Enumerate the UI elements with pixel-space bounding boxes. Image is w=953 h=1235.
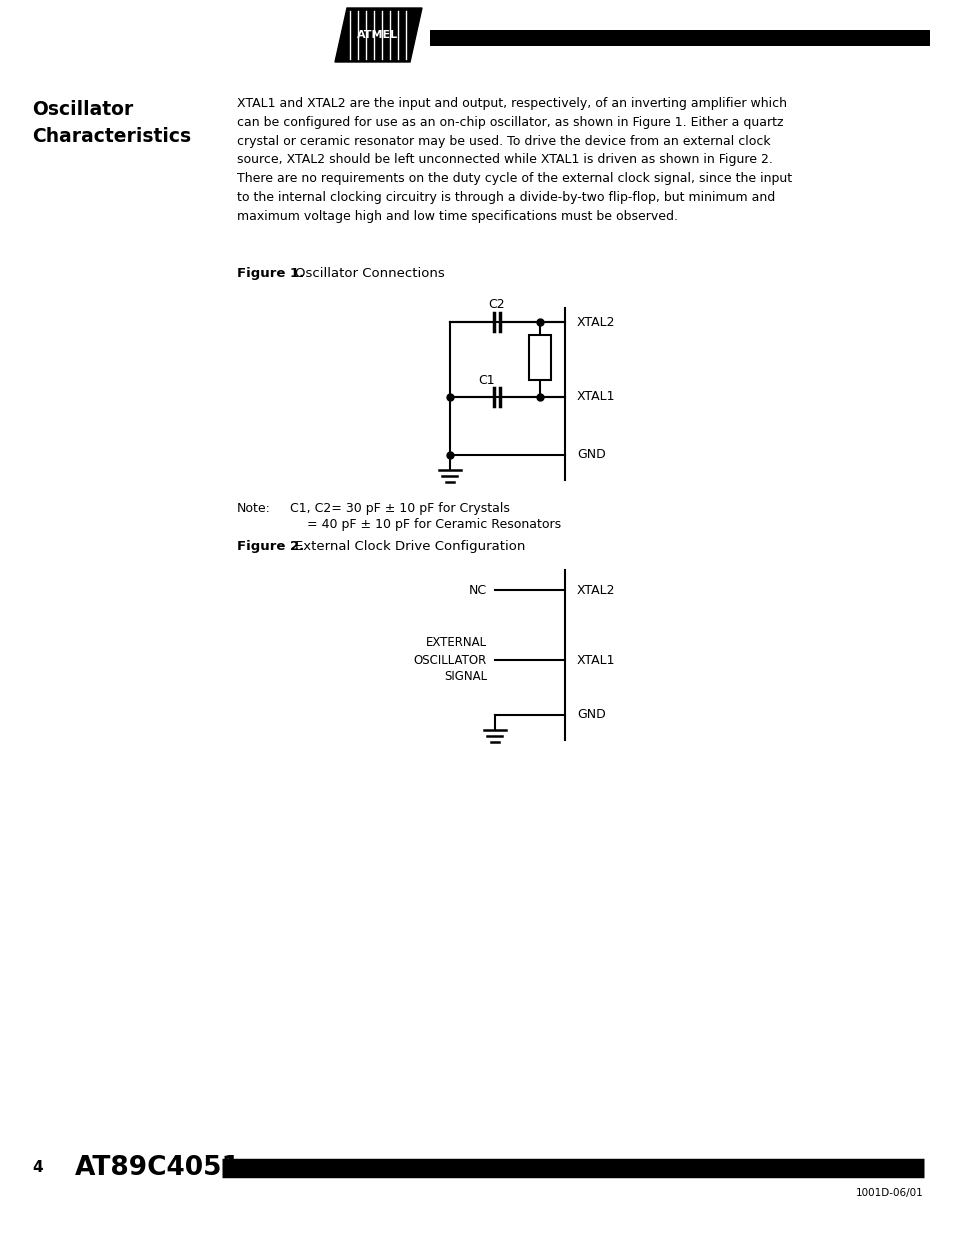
- Text: AT89C4051: AT89C4051: [75, 1155, 241, 1181]
- Text: XTAL2: XTAL2: [577, 315, 615, 329]
- Text: C1, C2= 30 pF ± 10 pF for Crystals: C1, C2= 30 pF ± 10 pF for Crystals: [290, 501, 509, 515]
- Text: Figure 2.: Figure 2.: [236, 540, 304, 553]
- Text: GND: GND: [577, 709, 605, 721]
- Text: 4: 4: [32, 1161, 43, 1176]
- Text: Oscillator Connections: Oscillator Connections: [294, 267, 444, 280]
- Text: XTAL2: XTAL2: [577, 583, 615, 597]
- Text: C2: C2: [488, 299, 505, 311]
- Text: Figure 1.: Figure 1.: [236, 267, 304, 280]
- Text: = 40 pF ± 10 pF for Ceramic Resonators: = 40 pF ± 10 pF for Ceramic Resonators: [307, 517, 560, 531]
- Text: Oscillator
Characteristics: Oscillator Characteristics: [32, 100, 191, 146]
- Text: XTAL1: XTAL1: [577, 653, 615, 667]
- Text: NC: NC: [468, 583, 486, 597]
- Text: External Clock Drive Configuration: External Clock Drive Configuration: [294, 540, 525, 553]
- Bar: [430, 30, 929, 46]
- Text: GND: GND: [577, 448, 605, 462]
- Text: XTAL1: XTAL1: [577, 390, 615, 404]
- Text: XTAL1 and XTAL2 are the input and output, respectively, of an inverting amplifie: XTAL1 and XTAL2 are the input and output…: [236, 98, 791, 222]
- Text: 1001D-06/01: 1001D-06/01: [856, 1188, 923, 1198]
- Text: ATMEL: ATMEL: [357, 30, 398, 40]
- Bar: [529, 335, 551, 380]
- Text: SIGNAL: SIGNAL: [443, 671, 486, 683]
- Text: OSCILLATOR: OSCILLATOR: [414, 653, 486, 667]
- Text: C1: C1: [478, 373, 495, 387]
- Polygon shape: [335, 7, 421, 62]
- Text: Note:: Note:: [236, 501, 271, 515]
- Text: EXTERNAL: EXTERNAL: [425, 636, 486, 650]
